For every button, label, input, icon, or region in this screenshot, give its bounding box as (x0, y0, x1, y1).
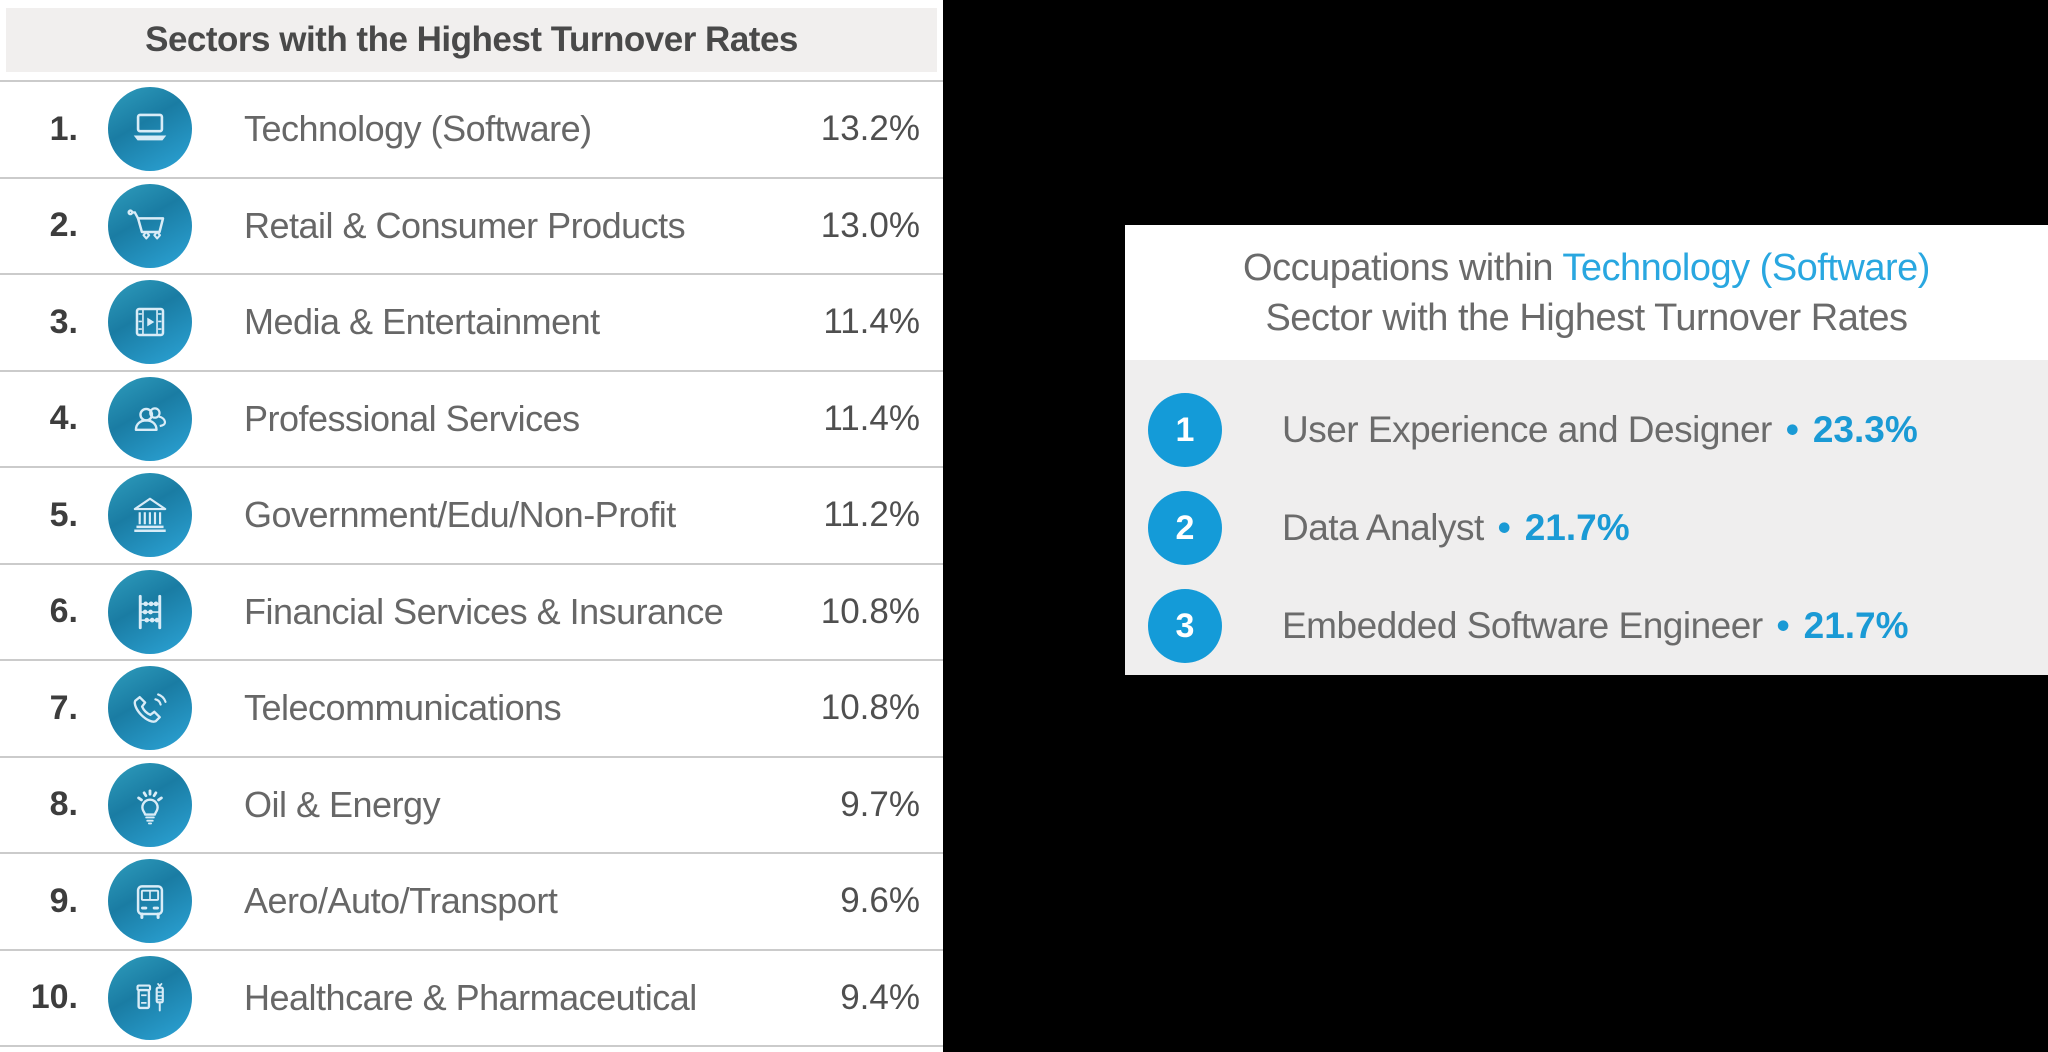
occupation-rank-badge: 1 (1148, 393, 1222, 467)
occupations-title-line1: Occupations within Technology (Software) (1243, 243, 1930, 293)
bus-icon (124, 875, 176, 927)
sector-row[interactable]: 6. Financial Services & Insurance 10.8% (0, 564, 943, 661)
sector-row[interactable]: 7. Telecommunications 10.8% (0, 661, 943, 758)
sector-label: Healthcare & Pharmaceutical (244, 976, 697, 1018)
selected-sector-link[interactable]: Technology (Software) (1562, 246, 1930, 289)
occupation-row: 3 Embedded Software Engineer • 21.7% (1125, 577, 2048, 675)
medical-icon (124, 972, 176, 1024)
sectors-panel-header: Sectors with the Highest Turnover Rates (6, 8, 937, 72)
occupation-row: 2 Data Analyst • 21.7% (1125, 479, 2048, 577)
sector-icon-circle (108, 473, 192, 558)
sector-row[interactable]: 2. Retail & Consumer Products 13.0% (0, 178, 943, 275)
sector-row[interactable]: 3. Media & Entertainment 11.4% (0, 275, 943, 372)
sector-rank: 9. (49, 881, 78, 920)
occupation-value: 21.7% (1803, 605, 1909, 646)
occupations-panel: Occupations within Technology (Software)… (1125, 225, 2048, 675)
occupation-rank: 3 (1175, 606, 1195, 645)
sector-value: 13.0% (820, 205, 920, 245)
sector-rank: 3. (49, 302, 78, 341)
people-icon (124, 393, 176, 445)
sector-icon-circle (108, 87, 192, 172)
sectors-panel: Sectors with the Highest Turnover Rates … (0, 0, 943, 1052)
sector-icon-circle (108, 280, 192, 365)
sector-icon-circle (108, 859, 192, 944)
occupations-title-line2: Sector with the Highest Turnover Rates (1265, 296, 1908, 339)
sector-label: Telecommunications (244, 687, 562, 729)
sector-rank: 4. (49, 399, 78, 438)
occupation-rank-badge: 3 (1148, 589, 1222, 663)
sector-value: 9.4% (840, 977, 920, 1017)
sector-list: 1. Technology (Software) 13.2% 2. Retail… (0, 80, 943, 1047)
occupations-panel-header: Occupations within Technology (Software)… (1125, 225, 2048, 360)
sector-value: 10.8% (820, 591, 920, 631)
sector-label: Oil & Energy (244, 783, 441, 825)
sector-value: 10.8% (820, 688, 920, 728)
sector-icon-circle (108, 762, 192, 847)
occupation-value: 21.7% (1524, 507, 1630, 548)
sector-rank: 6. (49, 592, 78, 631)
occupation-rank: 1 (1175, 410, 1195, 449)
sector-label: Financial Services & Insurance (244, 590, 724, 632)
sector-rank: 1. (49, 109, 78, 148)
sector-rank: 7. (49, 688, 78, 727)
sector-row[interactable]: 9. Aero/Auto/Transport 9.6% (0, 854, 943, 951)
sector-icon-circle (108, 183, 192, 268)
sector-icon-circle (108, 376, 192, 461)
occupation-rank: 2 (1175, 508, 1195, 547)
occupation-rank-badge: 2 (1148, 491, 1222, 565)
occupation-label: User Experience and Designer (1282, 409, 1772, 450)
sector-rank: 8. (49, 785, 78, 824)
sectors-panel-title: Sectors with the Highest Turnover Rates (145, 20, 798, 59)
sector-value: 11.4% (823, 398, 920, 438)
sector-value: 9.6% (840, 881, 920, 921)
sector-label: Technology (Software) (244, 108, 592, 150)
occupation-value: 23.3% (1812, 409, 1918, 450)
bullet-separator: • (1497, 507, 1511, 548)
sector-value: 11.2% (823, 495, 920, 535)
bullet-separator: • (1785, 409, 1799, 450)
bullet-separator: • (1776, 605, 1790, 646)
sector-row[interactable]: 1. Technology (Software) 13.2% (0, 82, 943, 179)
sector-value: 9.7% (840, 784, 920, 824)
laptop-icon (124, 103, 176, 155)
occupation-list: 1 User Experience and Designer • 23.3% 2… (1125, 360, 2048, 675)
sector-value: 13.2% (820, 109, 920, 149)
occupation-row: 1 User Experience and Designer • 23.3% (1125, 381, 2048, 479)
sector-label: Aero/Auto/Transport (244, 880, 558, 922)
bulb-icon (124, 779, 176, 831)
sector-label: Government/Edu/Non-Profit (244, 494, 676, 536)
sector-icon-circle (108, 666, 192, 751)
film-icon (124, 296, 176, 348)
phone-icon (124, 682, 176, 734)
occupations-title-prefix: Occupations within (1243, 246, 1563, 289)
sector-icon-circle (108, 955, 192, 1040)
sector-rank: 2. (49, 206, 78, 245)
occupation-label: Embedded Software Engineer (1282, 605, 1763, 646)
sector-row[interactable]: 4. Professional Services 11.4% (0, 371, 943, 468)
sector-label: Professional Services (244, 397, 580, 439)
occupation-label: Data Analyst (1282, 507, 1484, 548)
sector-icon-circle (108, 569, 192, 654)
sector-label: Retail & Consumer Products (244, 204, 686, 246)
sector-rank: 10. (30, 978, 78, 1017)
sector-label: Media & Entertainment (244, 301, 600, 343)
sector-row[interactable]: 8. Oil & Energy 9.7% (0, 757, 943, 854)
sector-value: 11.4% (823, 302, 920, 342)
cart-icon (124, 200, 176, 252)
abacus-icon (124, 586, 176, 638)
bank-icon (124, 489, 176, 541)
sector-row[interactable]: 5. Government/Edu/Non-Profit 11.2% (0, 468, 943, 565)
sector-rank: 5. (49, 495, 78, 534)
sector-row[interactable]: 10. Healthcare & Pharmaceutical 9.4% (0, 950, 943, 1047)
